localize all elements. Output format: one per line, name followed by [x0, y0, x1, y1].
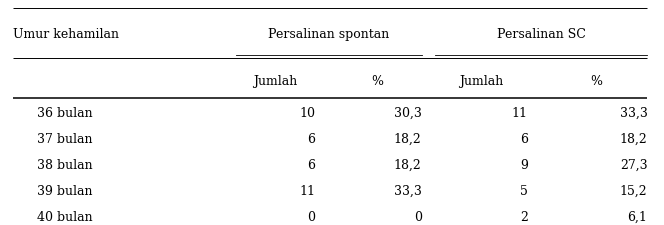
Text: 0: 0: [307, 210, 315, 223]
Text: 15,2: 15,2: [620, 184, 647, 197]
Text: 18,2: 18,2: [394, 158, 422, 171]
Text: 6: 6: [520, 133, 528, 146]
Text: 10: 10: [299, 107, 315, 120]
Text: 2: 2: [520, 210, 528, 223]
Text: Umur kehamilan: Umur kehamilan: [13, 28, 120, 41]
Text: %: %: [590, 74, 602, 87]
Text: 9: 9: [520, 158, 528, 171]
Text: 18,2: 18,2: [620, 133, 647, 146]
Text: 37 bulan: 37 bulan: [37, 133, 92, 146]
Text: 5: 5: [520, 184, 528, 197]
Text: 27,3: 27,3: [620, 158, 647, 171]
Text: 38 bulan: 38 bulan: [37, 158, 92, 171]
Text: Jumlah: Jumlah: [459, 74, 503, 87]
Text: 30,3: 30,3: [394, 107, 422, 120]
Text: Persalinan SC: Persalinan SC: [497, 28, 586, 41]
Text: 6: 6: [307, 158, 315, 171]
Text: %: %: [371, 74, 383, 87]
Text: 39 bulan: 39 bulan: [37, 184, 92, 197]
Text: 33,3: 33,3: [620, 107, 647, 120]
Text: 36 bulan: 36 bulan: [37, 107, 92, 120]
Text: 11: 11: [299, 184, 315, 197]
Text: 33,3: 33,3: [394, 184, 422, 197]
Text: Jumlah: Jumlah: [254, 74, 297, 87]
Text: 18,2: 18,2: [394, 133, 422, 146]
Text: 40 bulan: 40 bulan: [37, 210, 92, 223]
Text: 11: 11: [512, 107, 528, 120]
Text: 6,1: 6,1: [627, 210, 647, 223]
Text: 0: 0: [414, 210, 422, 223]
Text: Persalinan spontan: Persalinan spontan: [268, 28, 389, 41]
Text: 6: 6: [307, 133, 315, 146]
